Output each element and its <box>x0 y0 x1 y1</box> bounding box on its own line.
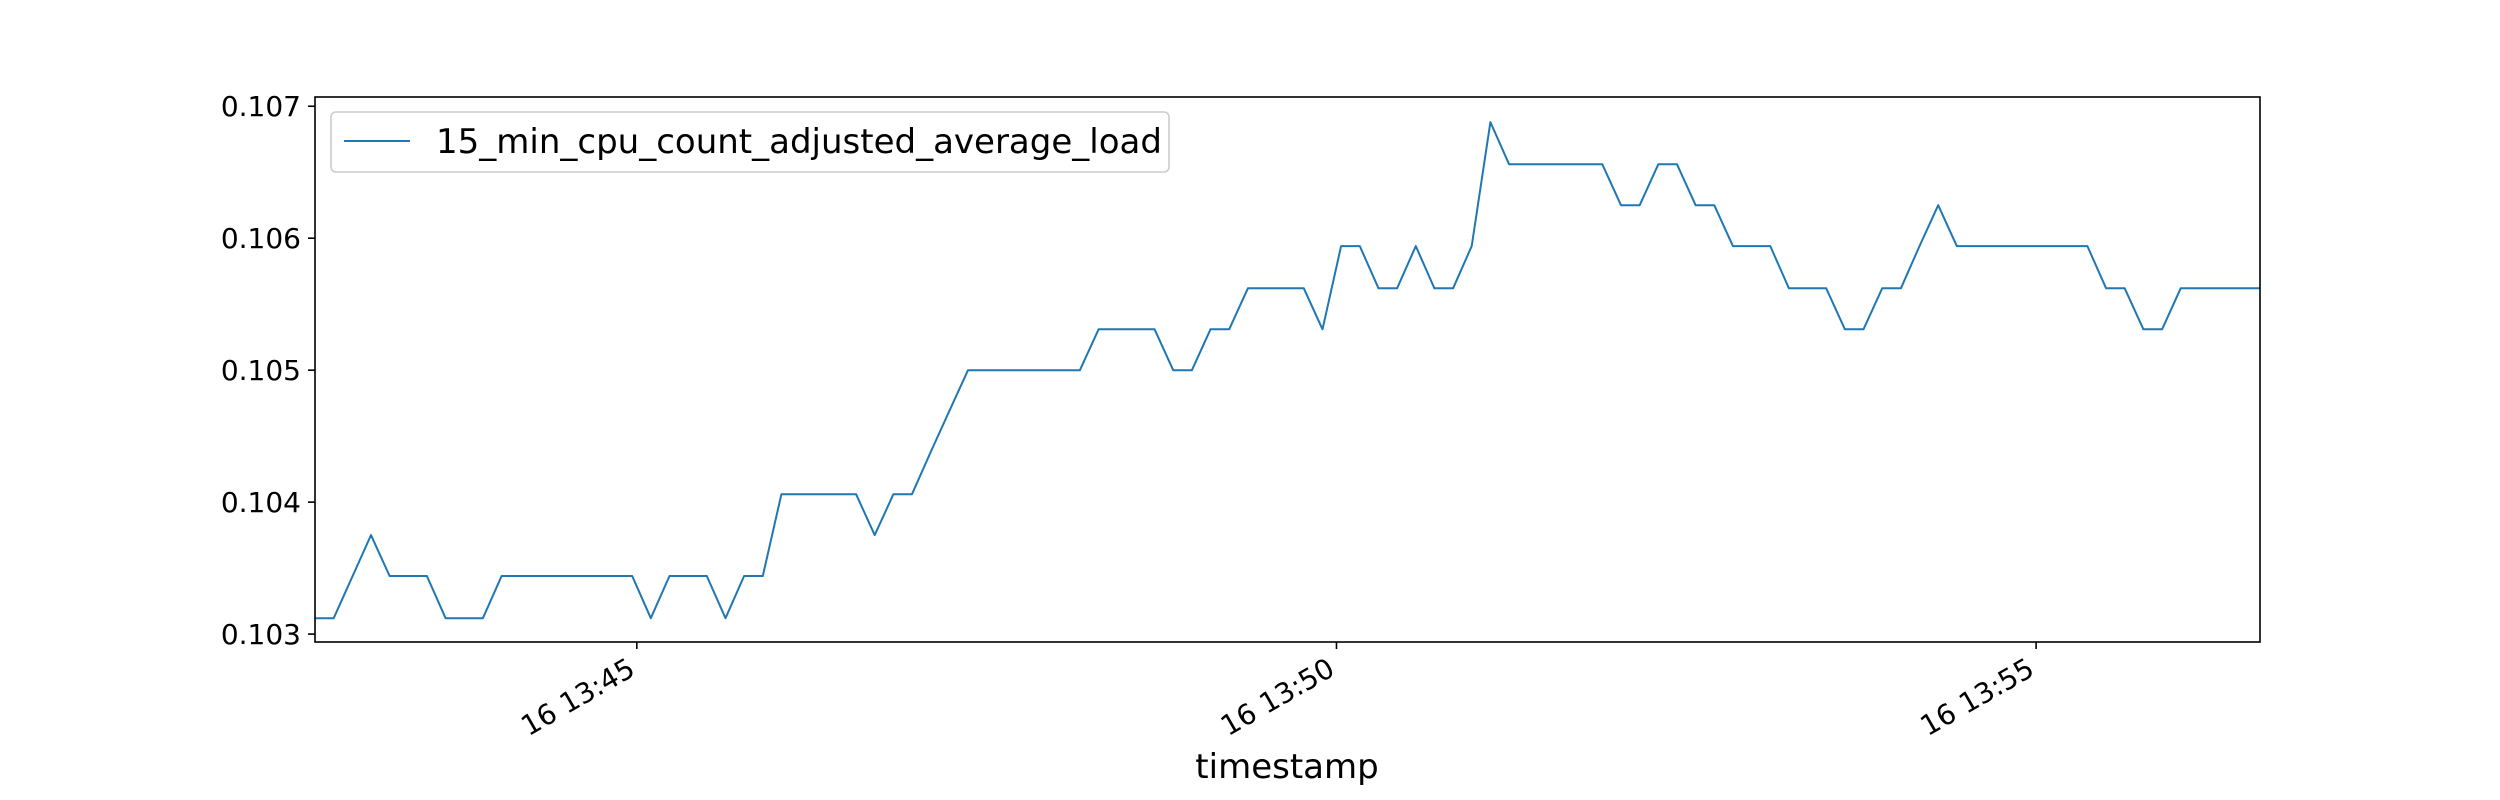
y-axis-ticks: 0.103 0.104 0.105 0.106 0.107 <box>221 90 315 651</box>
series-lines <box>315 121 2260 620</box>
legend-box <box>330 111 1170 173</box>
x-tick-label: 16 13:50 <box>1215 651 1340 742</box>
y-tick-label: 0.104 <box>221 486 301 519</box>
x-tick-label: 16 13:55 <box>1915 651 2040 742</box>
plot-background <box>315 97 2260 642</box>
x-axis-ticks: 16 13:45 16 13:50 16 13:55 <box>515 642 2040 743</box>
legend: 15_min_cpu_count_adjusted_average_load <box>330 111 1170 173</box>
y-tick-label: 0.105 <box>221 354 301 387</box>
plot-frame <box>314 96 2261 643</box>
y-tick-label: 0.103 <box>221 618 301 651</box>
x-axis-label: timestamp <box>1195 747 1378 787</box>
series-line <box>315 121 2260 620</box>
x-tick-label: 16 13:45 <box>515 651 640 742</box>
y-tick-label: 0.107 <box>221 90 301 123</box>
y-tick-label: 0.106 <box>221 222 301 255</box>
legend-label: 15_min_cpu_count_adjusted_average_load <box>436 122 1162 162</box>
